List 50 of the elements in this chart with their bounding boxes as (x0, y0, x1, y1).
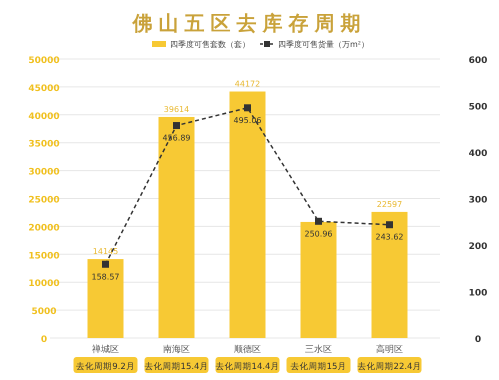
x-tick-label: 高明区 (376, 344, 403, 355)
y-tick-label: 40000 (28, 112, 60, 122)
data-label: 243.62 (376, 232, 404, 242)
y-tick-label: 35000 (28, 140, 60, 150)
legend-label: 四季度可售货量（万m²） (278, 40, 369, 49)
data-label: 158.57 (92, 272, 120, 282)
legend-label: 四季度可售套数（套） (170, 40, 250, 49)
x-tick-label: 禅城区 (92, 344, 119, 355)
y-tick-label: 45000 (28, 84, 60, 94)
data-label: 14145 (92, 247, 118, 256)
text: 去化周期9.2月 (76, 361, 135, 372)
bar (372, 212, 408, 338)
y-tick-label: 25000 (28, 196, 60, 206)
data-label: 44172 (234, 80, 260, 89)
data-label: 22597 (376, 200, 402, 209)
y-tick-label: 10000 (28, 279, 60, 290)
y2-tick-label: 0 (474, 335, 482, 345)
point (173, 122, 180, 130)
point (315, 218, 322, 225)
x-tick-label: 南海区 (163, 344, 190, 355)
data-label: 39614 (164, 104, 190, 114)
y2-tick-label: 600 (468, 56, 488, 66)
text: 去化周期22.4月 (358, 361, 422, 372)
point (102, 260, 109, 268)
text: 去化周期15月 (290, 361, 346, 372)
y-tick-label: 50000 (28, 56, 60, 66)
data-label: 456.89 (162, 134, 190, 143)
y2-tick-label: 300 (468, 196, 488, 206)
text: 去化周期15.4月 (144, 361, 208, 372)
y2-tick-label: 400 (468, 149, 488, 159)
chart-title: 佛山五区去库存周期 (132, 11, 366, 35)
y2-tick-label: 200 (468, 242, 488, 252)
data-label: 495.06 (234, 116, 262, 125)
bar (158, 116, 194, 338)
y-tick-label: 30000 (28, 168, 60, 178)
data-label: 250.96 (304, 229, 332, 238)
bar (230, 92, 266, 338)
bar (300, 222, 336, 338)
y-tick-label: 5000 (31, 307, 57, 318)
point (244, 104, 251, 112)
y-tick-label: 15000 (28, 251, 60, 262)
y2-tick-label: 100 (468, 288, 488, 298)
point (386, 221, 393, 228)
text: 去化周期14.4月 (216, 361, 280, 372)
bar (88, 259, 124, 338)
y-tick-label: 0 (40, 335, 48, 345)
y2-tick-label: 500 (468, 102, 488, 112)
y-tick-label: 20000 (28, 223, 60, 234)
x-tick-label: 顺德区 (234, 344, 261, 355)
x-tick-label: 三水区 (305, 344, 332, 355)
